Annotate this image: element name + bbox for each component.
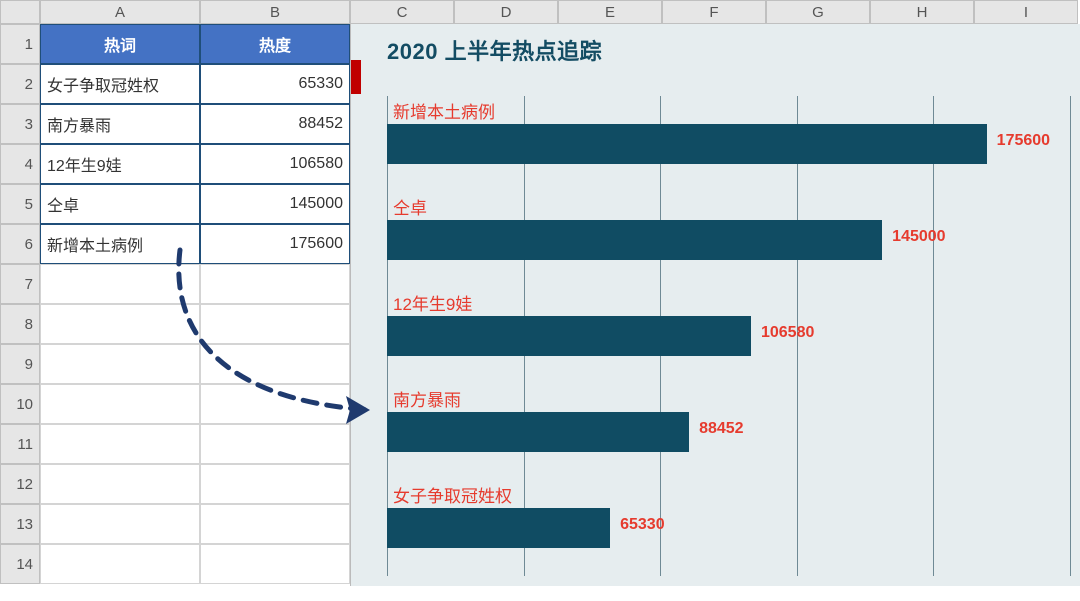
chart-bar-row: 女子争取冠姓权 65330 <box>387 480 1070 576</box>
row-header-1[interactable]: 1 <box>0 24 40 64</box>
cell-A11[interactable] <box>40 424 200 464</box>
row-header-10[interactable]: 10 <box>0 384 40 424</box>
chart-title-year: 2020 <box>387 39 438 64</box>
col-header-H[interactable]: H <box>870 0 974 24</box>
col-header-A[interactable]: A <box>40 0 200 24</box>
cell-A8[interactable] <box>40 304 200 344</box>
cell-B7[interactable] <box>200 264 350 304</box>
cell-B3[interactable]: 88452 <box>200 104 350 144</box>
col-header-C[interactable]: C <box>350 0 454 24</box>
cell-A14[interactable] <box>40 544 200 584</box>
cell-B4[interactable]: 106580 <box>200 144 350 184</box>
col-header-E[interactable]: E <box>558 0 662 24</box>
cell-B14[interactable] <box>200 544 350 584</box>
chart-bar-value: 65330 <box>620 516 665 534</box>
cell-A7[interactable] <box>40 264 200 304</box>
chart-bar <box>387 316 751 356</box>
select-all-corner[interactable] <box>0 0 40 24</box>
cell-A12[interactable] <box>40 464 200 504</box>
cell-B6[interactable]: 175600 <box>200 224 350 264</box>
row-header-12[interactable]: 12 <box>0 464 40 504</box>
row-header-14[interactable]: 14 <box>0 544 40 584</box>
cell-B9[interactable] <box>200 344 350 384</box>
chart-bar-value: 106580 <box>761 324 814 342</box>
row-header-11[interactable]: 11 <box>0 424 40 464</box>
cell-A9[interactable] <box>40 344 200 384</box>
row-header-13[interactable]: 13 <box>0 504 40 544</box>
chart-area: 2020 上半年热点追踪 新增本土病例175600仝卓14500012年生9娃1… <box>350 24 1080 586</box>
cell-B8[interactable] <box>200 304 350 344</box>
chart-bar-row: 12年生9娃 106580 <box>387 288 1070 384</box>
chart-bar <box>387 124 987 164</box>
cell-B5[interactable]: 145000 <box>200 184 350 224</box>
col-header-B[interactable]: B <box>200 0 350 24</box>
chart-plot: 新增本土病例 175600 仝卓 145000 12年生9娃 106580 南方暴雨 8845… <box>387 96 1070 576</box>
cell-A10[interactable] <box>40 384 200 424</box>
cell-A4[interactable]: 12年生9娃 <box>40 144 200 184</box>
chart-bar-value: 145000 <box>892 228 945 246</box>
chart-gridline <box>1070 96 1071 576</box>
cell-B1[interactable]: 热度 <box>200 24 350 64</box>
cell-A1[interactable]: 热词 <box>40 24 200 64</box>
col-header-G[interactable]: G <box>766 0 870 24</box>
row-header-7[interactable]: 7 <box>0 264 40 304</box>
chart-bar-label: 仝卓 <box>393 194 427 219</box>
chart-accent-tab <box>351 60 361 94</box>
row-header-5[interactable]: 5 <box>0 184 40 224</box>
chart-bar-label: 女子争取冠姓权 <box>393 482 512 507</box>
chart-bar-label: 12年生9娃 <box>393 290 472 315</box>
col-header-I[interactable]: I <box>974 0 1078 24</box>
cell-A13[interactable] <box>40 504 200 544</box>
chart-bar-row: 新增本土病例 175600 <box>387 96 1070 192</box>
cell-A5[interactable]: 仝卓 <box>40 184 200 224</box>
chart-bar <box>387 220 882 260</box>
row-header-8[interactable]: 8 <box>0 304 40 344</box>
chart-bar <box>387 412 689 452</box>
chart-title-text: 上半年热点追踪 <box>438 39 602 64</box>
chart-bar-value: 88452 <box>699 420 744 438</box>
cell-B11[interactable] <box>200 424 350 464</box>
row-header-3[interactable]: 3 <box>0 104 40 144</box>
chart-title: 2020 上半年热点追踪 <box>387 34 602 66</box>
row-header-4[interactable]: 4 <box>0 144 40 184</box>
cell-B10[interactable] <box>200 384 350 424</box>
col-header-F[interactable]: F <box>662 0 766 24</box>
row-header-6[interactable]: 6 <box>0 224 40 264</box>
cell-A2[interactable]: 女子争取冠姓权 <box>40 64 200 104</box>
chart-bar-row: 南方暴雨 88452 <box>387 384 1070 480</box>
chart-bar-row: 仝卓 145000 <box>387 192 1070 288</box>
row-header-9[interactable]: 9 <box>0 344 40 384</box>
cell-A3[interactable]: 南方暴雨 <box>40 104 200 144</box>
chart-bar-value: 175600 <box>997 132 1050 150</box>
chart-bar-label: 新增本土病例 <box>393 98 495 123</box>
col-header-D[interactable]: D <box>454 0 558 24</box>
cell-B13[interactable] <box>200 504 350 544</box>
cell-B2[interactable]: 65330 <box>200 64 350 104</box>
row-header-2[interactable]: 2 <box>0 64 40 104</box>
chart-bar-label: 南方暴雨 <box>393 386 461 411</box>
cell-A6[interactable]: 新增本土病例 <box>40 224 200 264</box>
cell-B12[interactable] <box>200 464 350 504</box>
chart-bar <box>387 508 610 548</box>
